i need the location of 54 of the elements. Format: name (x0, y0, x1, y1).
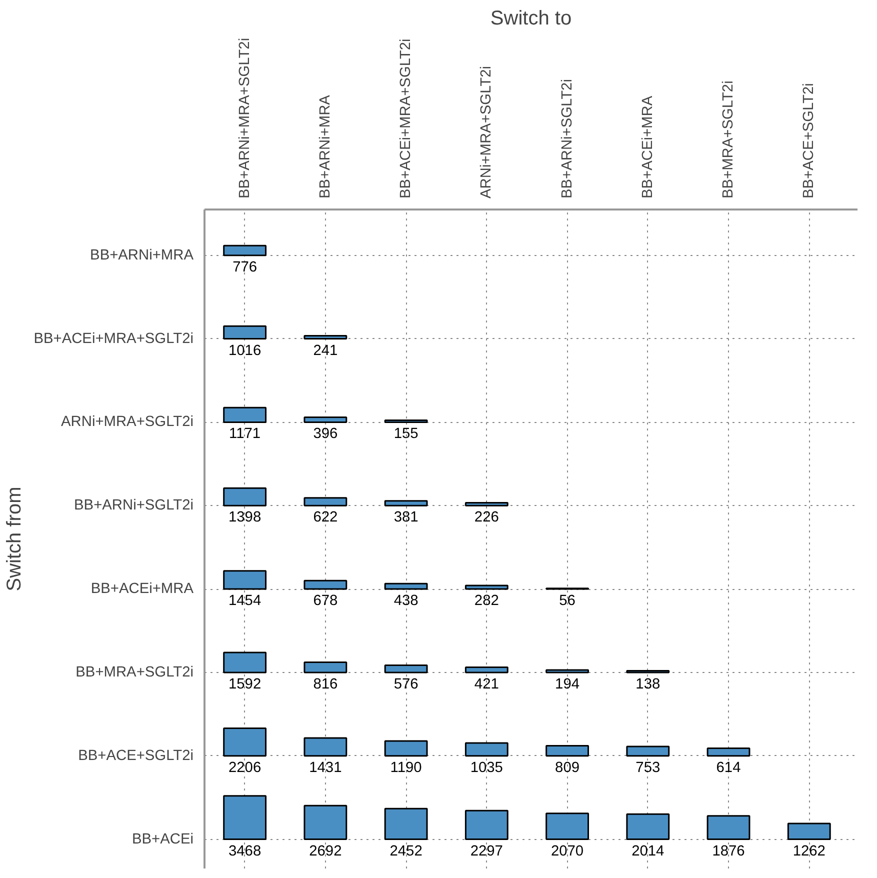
data-label: 776 (232, 259, 258, 276)
data-label: 2070 (550, 843, 584, 860)
data-label: 226 (474, 510, 499, 526)
data-label: 1190 (390, 760, 422, 776)
data-label: 194 (555, 676, 580, 692)
data-label: 138 (636, 676, 660, 692)
data-label: 56 (559, 593, 576, 610)
y-tick-label: BB+ACEi (132, 831, 194, 848)
data-label: 2206 (228, 760, 262, 776)
data-label: 809 (555, 760, 580, 776)
y-tick-label: BB+ACEi+MRA (90, 581, 194, 598)
data-label: 155 (394, 426, 418, 442)
y-tick-label: BB+ARNi+MRA (90, 247, 194, 264)
y-tick-label: BB+MRA+SGLT2i (76, 664, 194, 680)
x-tick-label: BB+ARNi+MRA (317, 94, 334, 198)
data-label: 1016 (228, 342, 262, 359)
x-tick-label: BB+ARNi+SGLT2i (559, 79, 576, 198)
data-label: 1171 (229, 426, 261, 442)
data-label: 421 (474, 676, 499, 692)
data-label: 678 (313, 593, 338, 610)
data-label: 2297 (470, 843, 503, 860)
data-label: 438 (394, 593, 418, 610)
data-label: 381 (394, 510, 418, 526)
x-tick-label: BB+ACE+SGLT2i (801, 83, 818, 198)
data-label: 1592 (228, 676, 262, 692)
data-label: 1454 (228, 593, 262, 610)
x-tick-label: BB+ACEi+MRA+SGLT2i (398, 38, 414, 198)
data-label: 282 (474, 593, 499, 610)
x-tick-label: ARNi+MRA+SGLT2i (478, 66, 495, 198)
x-tick-label: BB+ARNi+MRA+SGLT2i (236, 38, 253, 198)
y-tick-label: BB+ACE+SGLT2i (78, 748, 194, 764)
data-label: 816 (313, 676, 338, 692)
chart-title: Switch to (490, 8, 572, 30)
data-label: 1431 (309, 760, 342, 776)
y-axis-title: Switch from (4, 486, 26, 592)
data-label: 753 (636, 760, 660, 776)
y-tick-label: BB+ACEi+MRA+SGLT2i (34, 330, 194, 347)
x-tick-label: BB+ACEi+MRA (640, 96, 656, 198)
data-label: 2014 (632, 843, 664, 860)
data-label: 576 (394, 676, 418, 692)
data-label: 241 (313, 342, 338, 359)
data-label: 1035 (470, 760, 503, 776)
data-label: 2692 (309, 843, 342, 860)
data-label: 2452 (390, 843, 422, 860)
data-label: 622 (313, 510, 338, 526)
data-label: 1398 (228, 510, 262, 526)
data-label: 614 (716, 760, 741, 776)
data-label: 396 (313, 426, 338, 442)
data-label: 3468 (228, 843, 262, 860)
y-tick-label: ARNi+MRA+SGLT2i (61, 414, 194, 430)
y-tick-label: BB+ARNi+SGLT2i (74, 498, 194, 514)
data-label: 1876 (712, 843, 745, 860)
data-label: 1262 (792, 843, 826, 860)
x-tick-label: BB+MRA+SGLT2i (720, 80, 737, 198)
